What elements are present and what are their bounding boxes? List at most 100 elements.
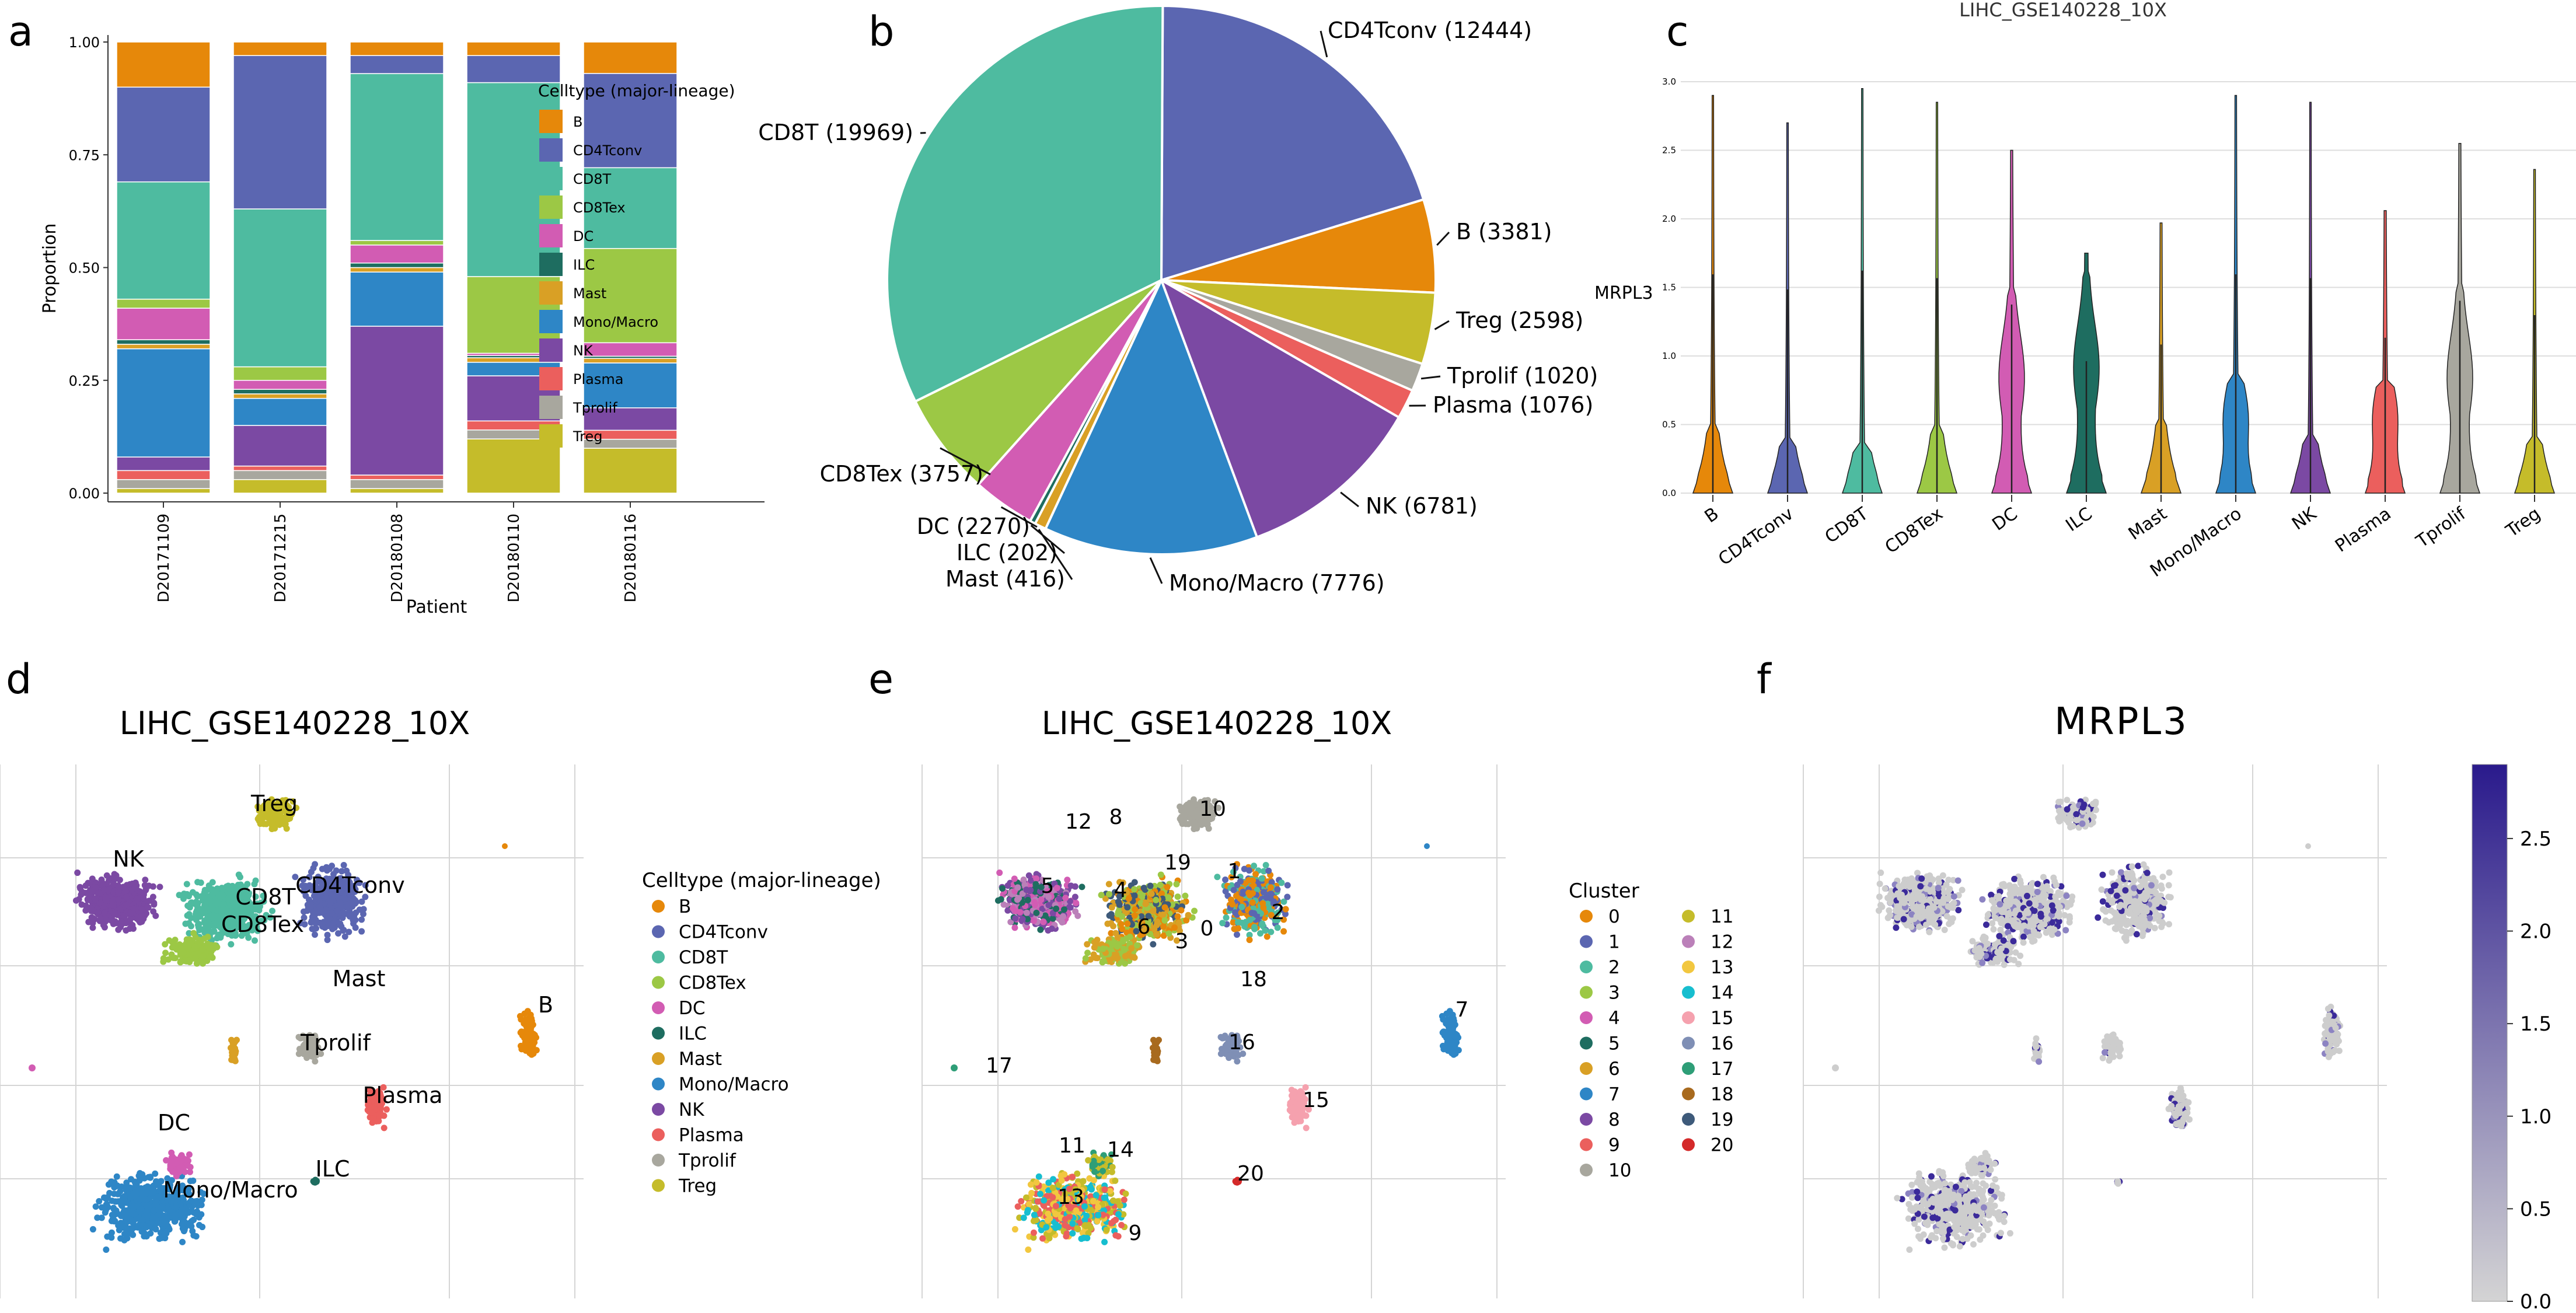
d-point-nk [116,877,123,884]
a-bar-d20180116-mono-macro [583,362,678,408]
d-point-nk [103,872,110,879]
e-point-cd4tconv [1251,862,1258,869]
d-point-nk [110,902,117,909]
e-point-cd8t [1118,921,1125,928]
a-x-ticks: D20171109 D20171215 D20180108 D20180110 D201… [155,502,640,602]
d-point-nk [88,905,95,912]
c-x-tick-label: DC [1988,504,2021,535]
e-point-cd4tconv [1249,899,1256,906]
e-point-nk [1011,924,1018,931]
d-point-treg [257,815,264,822]
a-bar-d20171109-plasma [116,470,211,480]
a-legend-swatch-cd4tconv [539,138,563,162]
e-point-treg [1191,822,1198,829]
d-legend-dot-mono-macro [652,1077,665,1091]
a-legend-title: Celltype (major-lineage) [538,81,735,100]
c-y-tick-label: 1.0 [1662,351,1676,361]
e-point-cd8t [1178,907,1185,914]
d-point-cd8tex [184,957,191,964]
b-leader-b [1436,231,1450,246]
d-point-mono-macro [159,1203,166,1210]
d-point-cd4tconv [316,903,323,910]
d-point-mono-macro [173,1204,180,1211]
d-legend-dot-cd8t [652,951,665,963]
e-point-cd8t [1161,904,1168,911]
d-point-cd8tex [162,949,169,956]
d-point-nk [131,885,138,892]
d-legend-label-b: B [679,896,691,917]
a-legend: BCD4TconvCD8TCD8TexDCILCMastMono/MacroNK… [539,110,658,448]
e-point-cd4tconv [1265,867,1272,874]
e-point-plasma [1296,1100,1303,1107]
e-point-cd8t [1157,871,1164,878]
a-bar-d20171109-dc [116,308,211,340]
c-y-tick-label: 2.0 [1662,214,1676,224]
c-y-label: MRPL3 [1594,283,1653,303]
panel-b-letter: b [868,8,894,55]
e-point-cd8tex [1084,941,1091,948]
d-point-cd8tex [211,942,218,949]
d-point-cd4tconv [307,901,314,908]
d-point-nk [111,909,118,916]
c-x-tick-label: CD8Tex [1882,504,1947,558]
d-point-cd8tex [177,945,184,952]
e-point-nk [1048,925,1055,932]
e-point-b [1449,1026,1456,1033]
b-slice-nk [1159,277,1401,539]
e-grid [922,764,1506,1298]
d-point-cd8t [251,937,258,944]
a-x-tick-label: D20171215 [272,514,289,602]
d-point-mono-macro [102,1209,109,1216]
d-cluster-label-tprolif: Tprolif [300,1030,371,1056]
c-grid: 0.00.51.01.52.02.53.0 [1662,76,2576,498]
e-point-cd4tconv [1234,919,1241,926]
e-point-nk [1056,895,1063,902]
a-legend-label-cd4tconv: CD4Tconv [573,142,642,159]
d-point-cd4tconv [345,928,352,935]
d-point-b [523,1017,530,1024]
d-point-mono-macro [89,1226,96,1233]
e-point-nk [1060,906,1067,913]
b-leader-nk [1340,491,1359,508]
d-cluster-label-cd4tconv: CD4Tconv [295,872,404,898]
d-point-mono-macro [100,1194,107,1201]
d-point-mono-macro [105,1181,112,1188]
a-bar-d20180108-cd4tconv [350,55,444,74]
d-cluster-label-nk: NK [113,846,144,872]
e-point-cd8tex [1126,934,1133,941]
d-point-mono-macro [136,1177,143,1184]
d-cluster-label-mono-macro: Mono/Macro [163,1177,298,1203]
d-point-nk [151,899,158,906]
d-point-cd4tconv [340,927,347,934]
e-point-cd8tex [1121,946,1128,953]
e-point-b [1443,1029,1450,1036]
a-legend-swatch-dc [539,224,563,247]
e-point-nk [1042,912,1049,919]
d-point-dc [169,1161,176,1168]
a-legend-label-nk: NK [573,343,594,359]
d-point-cd4tconv [345,912,352,919]
d-point-nk [123,902,130,909]
e-point-nk [1032,902,1039,909]
d-point-nk [123,893,130,900]
e-point-mast [1153,1056,1160,1063]
d-point-cd8t [211,928,218,935]
e-point-treg [1179,815,1186,822]
d-point-nk [131,905,138,912]
d-point-cd8t [235,871,242,878]
e-point-cd4tconv [1219,920,1226,927]
d-point-cd8tex [172,955,179,962]
a-bar-d20180108-dc [350,245,444,264]
e-point-nk [997,896,1004,903]
b-slice-mono-macro [1043,277,1259,556]
a-bar-d20180110-treg [466,438,561,494]
e-point-cd4tconv [1241,865,1248,872]
e-point-nk [1060,913,1067,920]
e-point-cd8t [1106,891,1113,898]
d-legend-label-dc: DC [679,998,706,1019]
e-point-nk [1004,882,1011,889]
d-point-mono-macro [92,1203,99,1210]
d-point-mono-macro [103,1246,110,1253]
